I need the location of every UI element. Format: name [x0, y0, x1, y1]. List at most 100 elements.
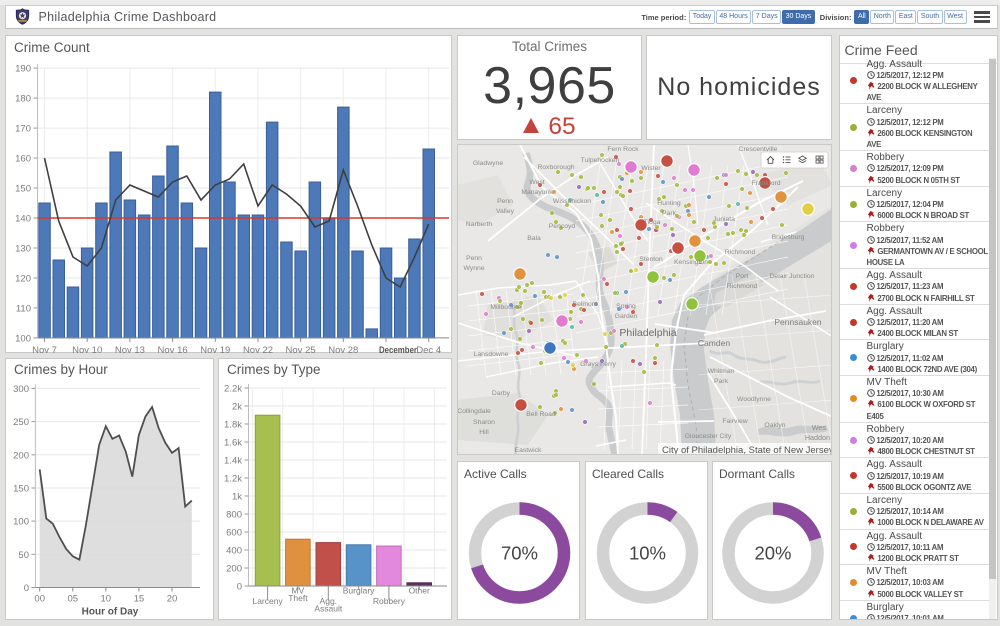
svg-text:160: 160 [15, 153, 31, 164]
svg-text:Crescentville: Crescentville [739, 146, 778, 153]
svg-text:Frankford: Frankford [751, 180, 780, 187]
svg-text:05: 05 [68, 594, 79, 605]
svg-text:Millbourne: Millbourne [490, 304, 522, 311]
svg-text:Tioga: Tioga [644, 219, 661, 226]
svg-text:0: 0 [24, 583, 29, 594]
svg-text:Wister: Wister [641, 165, 661, 172]
svg-text:Hunting: Hunting [657, 200, 681, 207]
svg-text:Richmond: Richmond [727, 283, 758, 290]
svg-text:Pencoyd: Pencoyd [549, 223, 576, 230]
svg-text:150: 150 [13, 484, 29, 495]
svg-text:Belmont: Belmont [573, 301, 598, 308]
svg-text:800: 800 [226, 510, 242, 521]
svg-text:Manayunk: Manayunk [521, 189, 553, 196]
svg-text:Park: Park [714, 378, 729, 385]
svg-text:120: 120 [15, 273, 31, 284]
svg-text:100: 100 [13, 517, 29, 528]
svg-text:1.4k: 1.4k [224, 456, 242, 467]
svg-text:Nov 19: Nov 19 [200, 344, 230, 353]
svg-text:Whitman: Whitman [708, 368, 735, 375]
svg-text:City of Philadelphia, State of: City of Philadelphia, State of New Jerse… [662, 445, 832, 455]
svg-text:Camden: Camden [698, 338, 730, 348]
svg-text:2.2k: 2.2k [224, 384, 242, 395]
svg-text:Narberth: Narberth [466, 221, 493, 228]
svg-text:130: 130 [15, 243, 31, 254]
svg-text:West: West [529, 179, 544, 186]
svg-text:Woodlynne: Woodlynne [737, 396, 771, 403]
svg-text:Lansdowne: Lansdowne [474, 351, 509, 358]
svg-text:Tulpehocken: Tulpehocken [581, 157, 620, 164]
svg-text:Assault: Assault [314, 604, 343, 614]
svg-text:Active Calls: Active Calls [464, 467, 527, 481]
svg-text:Bridesburg: Bridesburg [772, 234, 805, 241]
svg-text:December: December [379, 344, 417, 353]
svg-text:70%: 70% [501, 543, 538, 564]
svg-text:110: 110 [16, 303, 31, 314]
svg-text:Bala: Bala [527, 235, 541, 242]
svg-text:Richmond: Richmond [725, 249, 756, 256]
svg-text:Nov 13: Nov 13 [115, 344, 145, 353]
svg-text:Oaklyn: Oaklyn [764, 422, 785, 429]
svg-text:Garden: Garden [615, 313, 638, 320]
svg-text:Park: Park [662, 210, 677, 217]
svg-text:Agg.: Agg. [320, 596, 338, 606]
svg-text:Port: Port [736, 273, 749, 280]
svg-text:Fairview: Fairview [722, 418, 747, 425]
svg-text:Darby: Darby [492, 390, 511, 397]
svg-text:Stenton: Stenton [639, 256, 663, 263]
svg-text:Hour of Day: Hour of Day [82, 607, 139, 618]
svg-text:Nov 16: Nov 16 [158, 344, 188, 353]
svg-text:20%: 20% [754, 543, 791, 564]
svg-text:Dec 4: Dec 4 [416, 344, 441, 353]
svg-text:Burglary: Burglary [343, 586, 375, 596]
svg-text:Collingdale: Collingdale [458, 408, 491, 415]
svg-text:2k: 2k [232, 402, 242, 413]
svg-text:Penn: Penn [497, 198, 513, 205]
svg-text:Roxborough: Roxborough [537, 164, 574, 171]
svg-text:Spring: Spring [616, 303, 636, 310]
svg-text:Fern Rock: Fern Rock [607, 146, 639, 153]
svg-text:Penn: Penn [466, 255, 482, 262]
svg-text:Nov 22: Nov 22 [243, 344, 273, 353]
svg-text:0: 0 [237, 582, 242, 593]
svg-text:190: 190 [15, 63, 31, 74]
svg-text:140: 140 [15, 213, 31, 224]
svg-text:180: 180 [15, 93, 31, 104]
svg-text:Gloucester City: Gloucester City [685, 433, 732, 440]
svg-text:10: 10 [101, 594, 112, 605]
svg-text:MV: MV [292, 586, 305, 596]
svg-text:Pennsauken: Pennsauken [774, 317, 822, 327]
svg-text:Philadelphia: Philadelphia [619, 327, 676, 339]
svg-text:Crime Count: Crime Count [14, 40, 90, 55]
svg-text:Robbery: Robbery [373, 596, 406, 606]
svg-text:200: 200 [13, 450, 29, 461]
svg-text:Theft: Theft [288, 593, 308, 603]
svg-text:Dormant Calls: Dormant Calls [719, 467, 795, 481]
svg-text:Cleared Calls: Cleared Calls [592, 467, 664, 481]
svg-text:Nov 28: Nov 28 [328, 344, 358, 353]
svg-text:Eastwick: Eastwick [515, 447, 542, 454]
svg-text:Kensington: Kensington [674, 259, 708, 266]
svg-text:Crimes by Hour: Crimes by Hour [14, 362, 108, 377]
svg-text:1.6k: 1.6k [224, 438, 242, 449]
svg-text:15: 15 [134, 594, 145, 605]
svg-text:Juniata: Juniata [713, 216, 735, 223]
svg-text:Other: Other [409, 586, 430, 596]
svg-text:Wes: Wes [812, 423, 827, 432]
svg-text:10%: 10% [628, 543, 665, 564]
svg-text:170: 170 [15, 123, 31, 134]
svg-text:1.8k: 1.8k [224, 420, 242, 431]
svg-text:50: 50 [18, 550, 29, 561]
svg-text:Grays Ferry: Grays Ferry [580, 361, 616, 368]
svg-text:100: 100 [15, 333, 31, 344]
svg-text:Wynne: Wynne [463, 265, 484, 272]
svg-text:250: 250 [13, 417, 29, 428]
svg-text:Nov 7: Nov 7 [32, 344, 57, 353]
svg-text:Nov 25: Nov 25 [286, 344, 316, 353]
svg-text:Valley: Valley [496, 208, 515, 215]
svg-text:00: 00 [34, 594, 45, 605]
svg-text:300: 300 [13, 384, 29, 395]
svg-text:Bell Road: Bell Road [526, 411, 556, 418]
svg-text:Haddon: Haddon [805, 433, 830, 442]
svg-text:20: 20 [167, 594, 178, 605]
